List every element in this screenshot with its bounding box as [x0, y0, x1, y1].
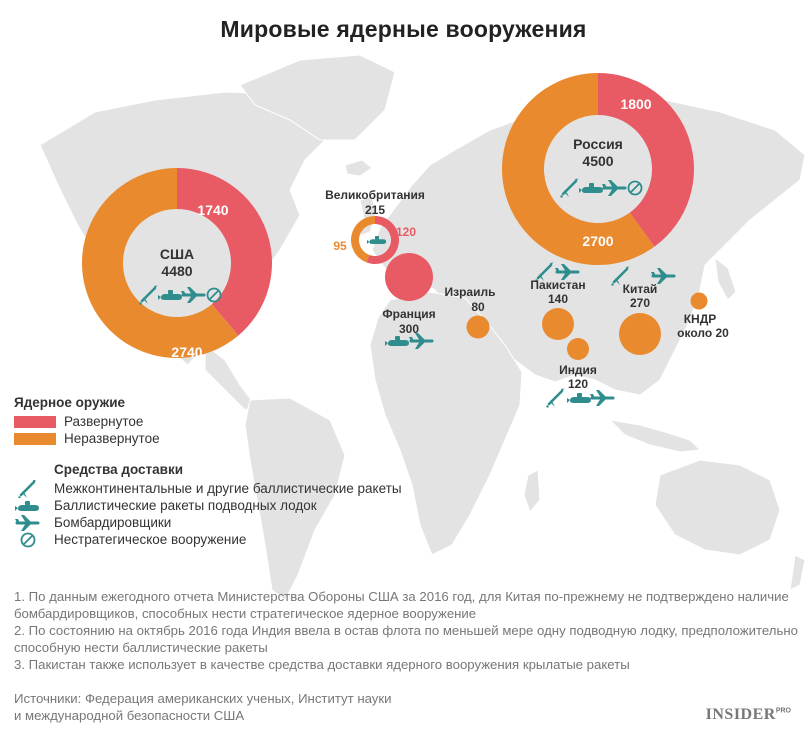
- uk-nondeployed-label: 95: [333, 239, 347, 253]
- israel-name-label: Израиль: [445, 285, 496, 299]
- delivery-label-slbm: Баллистические ракеты подводных лодок: [54, 498, 317, 513]
- map-iceland: [344, 159, 373, 177]
- delivery-item-icbm: Межконтинентальные и другие баллистическ…: [14, 479, 402, 498]
- india-bubble: [567, 338, 589, 360]
- missile-icon: [14, 479, 42, 498]
- submarine-icon: [14, 499, 42, 513]
- usa-arc-nondeployed: [82, 168, 239, 358]
- sources-line: и международной безопасности США: [14, 708, 245, 723]
- usa-total-label: 4480: [161, 263, 192, 279]
- map-madagascar: [523, 469, 541, 513]
- delivery-item-nonstrategic: Нестратегическое вооружение: [14, 531, 402, 548]
- china-bubble: [619, 313, 661, 355]
- pakistan-bubble: [542, 308, 574, 340]
- dprk-total-label: около 20: [677, 326, 729, 340]
- russia-nondeployed-label: 2700: [582, 233, 613, 249]
- nonstrategic-icon: [14, 532, 42, 548]
- footnote: 1. По данным ежегодного отчета Министерс…: [14, 589, 789, 621]
- russia-deployed-label: 1800: [620, 96, 651, 112]
- china-total-label: 270: [630, 296, 650, 310]
- uk-arc-deployed: [366, 216, 399, 264]
- map-greenland: [239, 54, 396, 141]
- delivery-item-slbm: Баллистические ракеты подводных лодок: [14, 497, 402, 514]
- legend-swatch-deployed: [14, 415, 56, 428]
- india-name-label: Индия: [559, 363, 597, 377]
- israel-bubble: [466, 315, 490, 339]
- brand-logo: INSIDERPRO: [706, 706, 791, 724]
- map-indonesia: [608, 419, 702, 453]
- usa-deployed-label: 1740: [197, 202, 228, 218]
- legend-label-deployed: Развернутое: [64, 414, 144, 429]
- bomber-icon: [14, 513, 42, 532]
- uk-donut: [351, 216, 399, 264]
- uk-name-label: Великобритания: [325, 188, 425, 202]
- uk-arc-nondeployed: [351, 216, 375, 263]
- sources: Источники: Федерация американских ученых…: [14, 690, 392, 724]
- france-total-label: 300: [399, 322, 419, 336]
- france-bubble: [385, 253, 433, 301]
- brand-name: INSIDER: [705, 706, 776, 723]
- footnote: 3. Пакистан также использует в качестве …: [14, 657, 630, 672]
- pakistan-name-label: Пакистан: [530, 278, 585, 292]
- pakistan-total-label: 140: [548, 292, 568, 306]
- map-south-america: [244, 397, 346, 601]
- dprk-bubble: [690, 292, 708, 310]
- map-australia: [654, 459, 781, 556]
- brand-suffix: PRO: [775, 707, 791, 715]
- usa-donut: США 4480 1740 2740: [82, 168, 272, 360]
- china-name-label: Китай: [623, 282, 658, 296]
- delivery-label-icbm: Межконтинентальные и другие баллистическ…: [54, 481, 402, 496]
- russia-arc-nondeployed: [502, 73, 655, 265]
- delivery-label-bomber: Бомбардировщики: [54, 515, 172, 530]
- israel-total-label: 80: [471, 300, 485, 314]
- russia-donut: Россия 4500 1800 2700: [502, 73, 694, 265]
- france-name-label: Франция: [382, 307, 435, 321]
- sources-line: Источники: Федерация американских ученых…: [14, 691, 392, 706]
- legend-swatch-nondeployed: [14, 432, 56, 445]
- delivery-heading: Средства доставки: [54, 462, 184, 477]
- footnote: 2. По состоянию на октябрь 2016 года Инд…: [14, 623, 798, 655]
- delivery-item-bomber: Бомбардировщики: [14, 513, 402, 532]
- russia-total-label: 4500: [582, 153, 613, 169]
- usa-name-label: США: [160, 246, 194, 262]
- dprk-name-label: КНДР: [684, 312, 717, 326]
- weapons-legend: Ядерное оружие Развернутое Неразвернутое: [14, 395, 160, 447]
- footnotes: 1. По данным ежегодного отчета Министерс…: [14, 588, 799, 673]
- uk-deployed-label: 120: [396, 225, 416, 239]
- russia-arc-deployed: [598, 73, 694, 247]
- page-title: Мировые ядерные вооружения: [220, 16, 587, 42]
- russia-name-label: Россия: [573, 136, 623, 152]
- map-new-zealand: [789, 554, 806, 591]
- map-central-america: [204, 344, 256, 411]
- legend-item-nondeployed: Неразвернутое: [14, 430, 160, 447]
- india-icbm-icon: [544, 387, 566, 410]
- usa-arc-deployed: [177, 168, 272, 336]
- india-total-label: 120: [568, 377, 588, 391]
- usa-nondeployed-label: 2740: [171, 344, 202, 360]
- india-slbm-icon: [567, 393, 591, 403]
- legend-item-deployed: Развернутое: [14, 413, 160, 430]
- map-japan: [714, 256, 737, 301]
- india-bomber-icon: [588, 388, 615, 408]
- legend-heading: Ядерное оружие: [14, 395, 126, 410]
- legend-label-nondeployed: Неразвернутое: [64, 431, 160, 446]
- delivery-legend: Средства доставки Межконтинентальные и д…: [14, 462, 402, 548]
- delivery-label-nonstrategic: Нестратегическое вооружение: [54, 532, 247, 547]
- uk-total-label: 215: [365, 203, 385, 217]
